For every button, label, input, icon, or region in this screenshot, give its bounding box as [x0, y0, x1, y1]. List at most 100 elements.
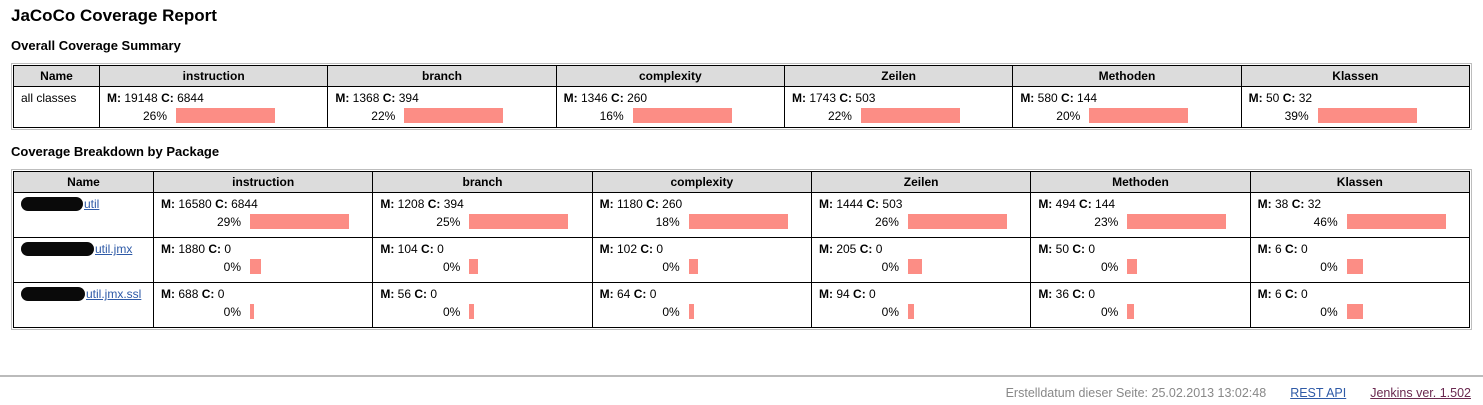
missed-covered-line: M: 50 C: 0	[1038, 242, 1242, 256]
covered-label: C:	[853, 287, 866, 301]
covered-value: 394	[443, 197, 464, 211]
coverage-percent: 0%	[662, 304, 680, 319]
missed-label: M:	[161, 197, 175, 211]
package-link[interactable]: util.jmx	[21, 242, 132, 256]
percent-bar-line: 0%	[201, 259, 365, 274]
missed-label: M:	[599, 287, 614, 301]
covered-value: 0	[875, 242, 883, 256]
missed-covered-line: M: 1743 C: 503	[792, 91, 1005, 105]
missed-covered-line: M: 6 C: 0	[1258, 242, 1462, 256]
coverage-percent: 0%	[1100, 259, 1119, 274]
coverage-bar	[1127, 304, 1135, 319]
coverage-bar	[860, 108, 960, 123]
name-cell: util.jmx	[13, 237, 154, 283]
missed-label: M:	[818, 197, 833, 211]
footer: Erstelldatum dieser Seite: 25.02.2013 13…	[0, 375, 1483, 400]
coverage-bar	[469, 214, 569, 229]
rest-api-link[interactable]: REST API	[1290, 386, 1347, 400]
missed-covered-line: M: 64 C: 0	[600, 287, 804, 301]
coverage-bar	[1346, 304, 1363, 319]
missed-value: 6	[1274, 242, 1282, 256]
missed-value: 1880	[178, 242, 206, 256]
missed-label: M:	[335, 91, 350, 105]
metric-cell-instruction: M: 1880 C: 0 0%	[152, 237, 374, 283]
missed-label: M:	[380, 197, 395, 211]
column-header-instruction: instruction	[98, 65, 329, 87]
covered-value: 0	[437, 242, 444, 256]
header-row: Name instruction branch complexity Zeilen Met…	[13, 171, 1471, 193]
covered-value: 0	[430, 287, 438, 301]
missed-value: 6	[1274, 287, 1282, 301]
percent-bar-line: 0%	[1078, 304, 1242, 319]
metric-cell-instruction: M: 16580 C: 6844 29%	[152, 192, 374, 238]
missed-value: 36	[1055, 287, 1070, 301]
jacoco-report-page: JaCoCo Coverage Report Overall Coverage …	[11, 6, 1472, 330]
missed-covered-line: M: 6 C: 0	[1258, 287, 1462, 301]
coverage-percent: 0%	[442, 304, 461, 319]
missed-value: 1346	[581, 91, 608, 105]
missed-value: 494	[1055, 197, 1076, 211]
row-name: all classes	[21, 91, 77, 105]
overall-summary-heading: Overall Coverage Summary	[11, 38, 181, 53]
missed-covered-line: M: 1180 C: 260	[600, 197, 804, 211]
column-header-zeilen: Zeilen	[783, 65, 1014, 87]
missed-covered-line: M: 1880 C: 0	[161, 242, 365, 256]
covered-label: C:	[839, 91, 853, 105]
metric-cell-zeilen: M: 94 C: 0 0%	[810, 282, 1032, 328]
name-cell: all classes	[13, 86, 100, 128]
missed-label: M:	[1257, 242, 1272, 256]
metric-cell-klassen: M: 6 C: 0 0%	[1249, 237, 1471, 283]
covered-value: 503	[882, 197, 903, 211]
coverage-bar	[1346, 214, 1446, 229]
coverage-percent: 0%	[881, 259, 899, 274]
covered-value: 394	[398, 91, 419, 105]
covered-value: 503	[855, 91, 876, 105]
column-header-name: Name	[13, 171, 154, 193]
coverage-percent: 0%	[223, 304, 241, 319]
percent-bar-line: 20%	[1040, 108, 1233, 123]
missed-covered-line: M: 1346 C: 260	[564, 91, 777, 105]
coverage-bar	[688, 304, 694, 319]
coverage-bar	[469, 304, 475, 319]
footer-generated-text: Erstelldatum dieser Seite: 25.02.2013 13…	[1005, 386, 1267, 400]
covered-value: 0	[649, 287, 657, 301]
percent-bar-line: 46%	[1298, 214, 1462, 229]
redaction-marker	[21, 242, 94, 256]
coverage-bar	[632, 108, 732, 123]
package-row: util.jmx M: 1880 C: 0 0% M: 104 C: 0 0% M: 10…	[13, 237, 1471, 283]
redaction-marker	[21, 287, 85, 301]
breakdown-table: Name instruction branch complexity Zeilen Met…	[13, 171, 1471, 328]
coverage-percent: 25%	[436, 214, 461, 229]
name-cell: util	[13, 192, 154, 238]
package-link[interactable]: util.jmx.ssl	[21, 287, 141, 301]
missed-covered-line: M: 102 C: 0	[600, 242, 804, 256]
coverage-percent: 22%	[827, 108, 852, 123]
coverage-percent: 0%	[223, 259, 241, 274]
metric-cell-klassen: M: 38 C: 32 46%	[1249, 192, 1471, 238]
missed-value: 205	[836, 242, 857, 256]
missed-value: 16580	[178, 197, 212, 211]
covered-value: 0	[1301, 242, 1308, 256]
column-header-name: Name	[13, 65, 100, 87]
covered-label: C:	[1079, 197, 1092, 211]
missed-label: M:	[1038, 197, 1053, 211]
missed-label: M:	[599, 242, 614, 256]
coverage-percent: 46%	[1313, 214, 1338, 229]
missed-covered-line: M: 1444 C: 503	[819, 197, 1023, 211]
coverage-bar	[907, 304, 914, 319]
package-link[interactable]: util	[21, 197, 99, 211]
missed-covered-line: M: 104 C: 0	[380, 242, 584, 256]
coverage-bar	[250, 304, 254, 319]
covered-label: C:	[1285, 242, 1298, 256]
metric-cell-klassen: M: 50 C: 32 39%	[1240, 86, 1471, 128]
coverage-percent: 0%	[662, 259, 680, 274]
missed-covered-line: M: 36 C: 0	[1038, 287, 1242, 301]
jenkins-version-link[interactable]: Jenkins ver. 1.502	[1370, 386, 1471, 400]
coverage-percent: 0%	[881, 304, 899, 319]
covered-label: C:	[208, 242, 222, 256]
covered-value: 260	[662, 197, 683, 211]
covered-label: C:	[1061, 91, 1074, 105]
column-header-complexity: complexity	[555, 65, 785, 87]
percent-bar-line: 0%	[420, 304, 584, 319]
covered-label: C:	[161, 91, 174, 105]
